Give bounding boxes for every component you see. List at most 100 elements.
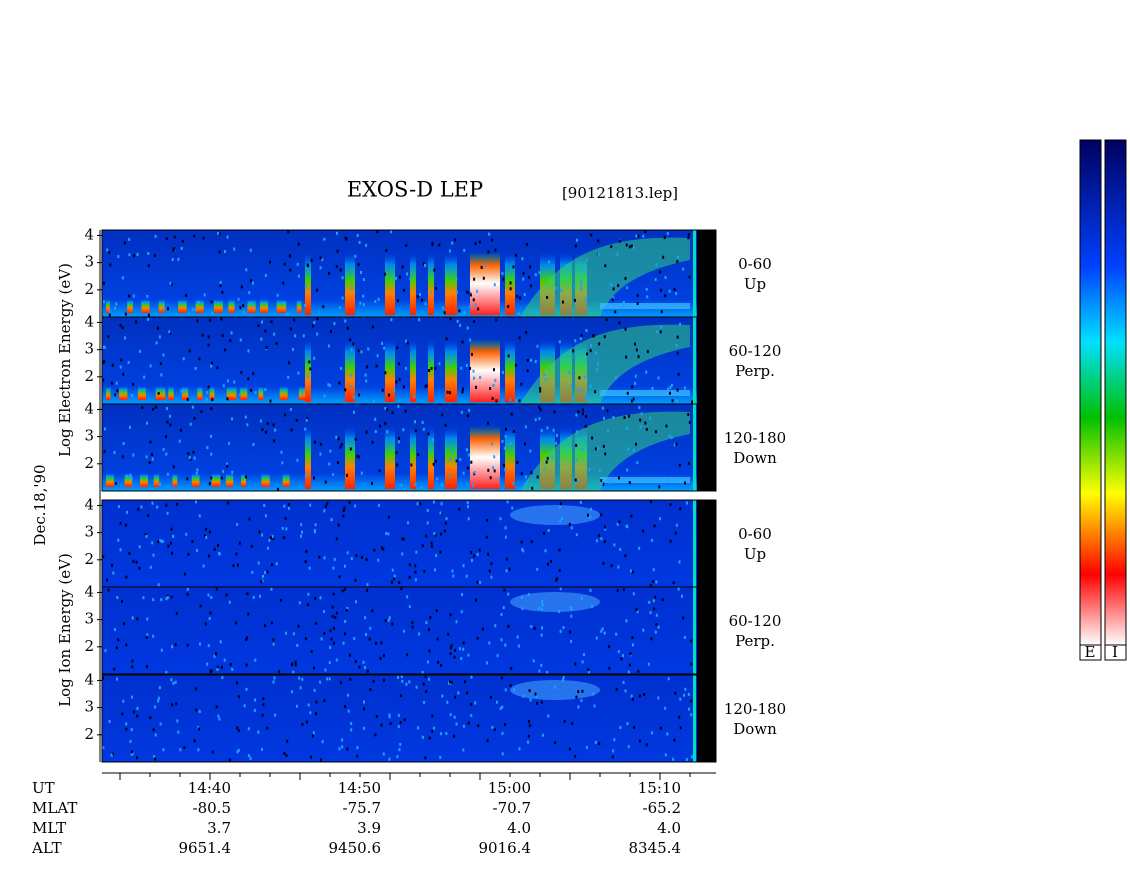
noise [260, 747, 263, 751]
noise [344, 619, 347, 623]
noise [558, 610, 561, 614]
noise [388, 713, 391, 717]
row-label: ALT [31, 839, 62, 857]
noise [580, 596, 583, 600]
noise [499, 517, 502, 521]
noise [522, 277, 525, 281]
date-label: Dec.18,'90 [31, 464, 49, 545]
noise [282, 281, 285, 285]
noise [210, 407, 213, 411]
noise [350, 373, 353, 377]
noise [130, 476, 133, 480]
noise [504, 643, 507, 647]
noise [174, 680, 177, 684]
noise [330, 330, 333, 334]
noise [158, 686, 161, 690]
noise [415, 550, 418, 554]
noise [507, 592, 510, 596]
noise [546, 295, 549, 299]
noise [619, 726, 622, 730]
noise [471, 352, 474, 356]
noise [401, 537, 404, 541]
noise [500, 613, 503, 617]
noise [266, 726, 269, 730]
noise [207, 644, 210, 648]
noise [424, 263, 427, 267]
noise [645, 427, 648, 431]
noise [521, 607, 524, 611]
noise [611, 755, 614, 759]
burst [428, 426, 434, 489]
noise [627, 745, 630, 749]
noise [445, 337, 448, 341]
noise [319, 442, 322, 446]
noise [169, 423, 172, 427]
noise [182, 357, 185, 361]
noise [683, 635, 686, 639]
noise [147, 264, 150, 268]
noise [328, 661, 331, 665]
noise [247, 349, 250, 353]
burst [124, 473, 133, 487]
noise [559, 519, 562, 523]
noise [356, 454, 359, 458]
noise [538, 669, 541, 673]
noise [200, 409, 203, 413]
noise [494, 624, 497, 628]
noise [165, 503, 168, 507]
burst [505, 339, 515, 402]
noise [360, 270, 363, 274]
noise [354, 600, 357, 604]
noise [679, 507, 682, 511]
noise [581, 408, 584, 412]
noise [319, 452, 322, 456]
noise [117, 255, 120, 259]
noise [344, 236, 347, 240]
burst [445, 426, 457, 489]
noise [339, 268, 342, 272]
noise [249, 279, 252, 283]
noise [628, 663, 631, 667]
noise [211, 311, 214, 315]
noise [504, 526, 507, 530]
noise [682, 616, 685, 620]
noise [425, 384, 428, 388]
noise [552, 428, 555, 432]
noise [147, 313, 150, 317]
panel-angle: 120-180 [724, 700, 786, 718]
noise [264, 273, 267, 277]
noise [210, 364, 213, 368]
noise [570, 614, 573, 618]
noise [573, 285, 576, 289]
noise [374, 641, 377, 645]
noise [165, 670, 168, 674]
noise [292, 670, 295, 674]
noise [603, 631, 606, 635]
noise [636, 293, 639, 297]
noise [405, 243, 408, 247]
burst [137, 386, 146, 400]
noise [517, 312, 520, 316]
plume [520, 324, 690, 404]
data-gap [697, 230, 716, 317]
noise [187, 452, 190, 456]
noise [162, 353, 165, 357]
noise [490, 575, 493, 579]
noise [500, 638, 503, 642]
noise [554, 685, 557, 689]
noise [467, 517, 470, 521]
noise [248, 517, 251, 521]
noise [332, 566, 335, 570]
noise [142, 596, 145, 600]
noise [442, 306, 445, 310]
noise [309, 503, 312, 507]
noise [490, 562, 493, 566]
noise [540, 626, 543, 630]
noise [301, 391, 304, 395]
noise [683, 481, 686, 485]
noise [506, 500, 509, 504]
noise [377, 503, 380, 507]
noise [600, 629, 603, 633]
noise [462, 647, 465, 651]
y-tick-label: 4 [84, 225, 94, 243]
